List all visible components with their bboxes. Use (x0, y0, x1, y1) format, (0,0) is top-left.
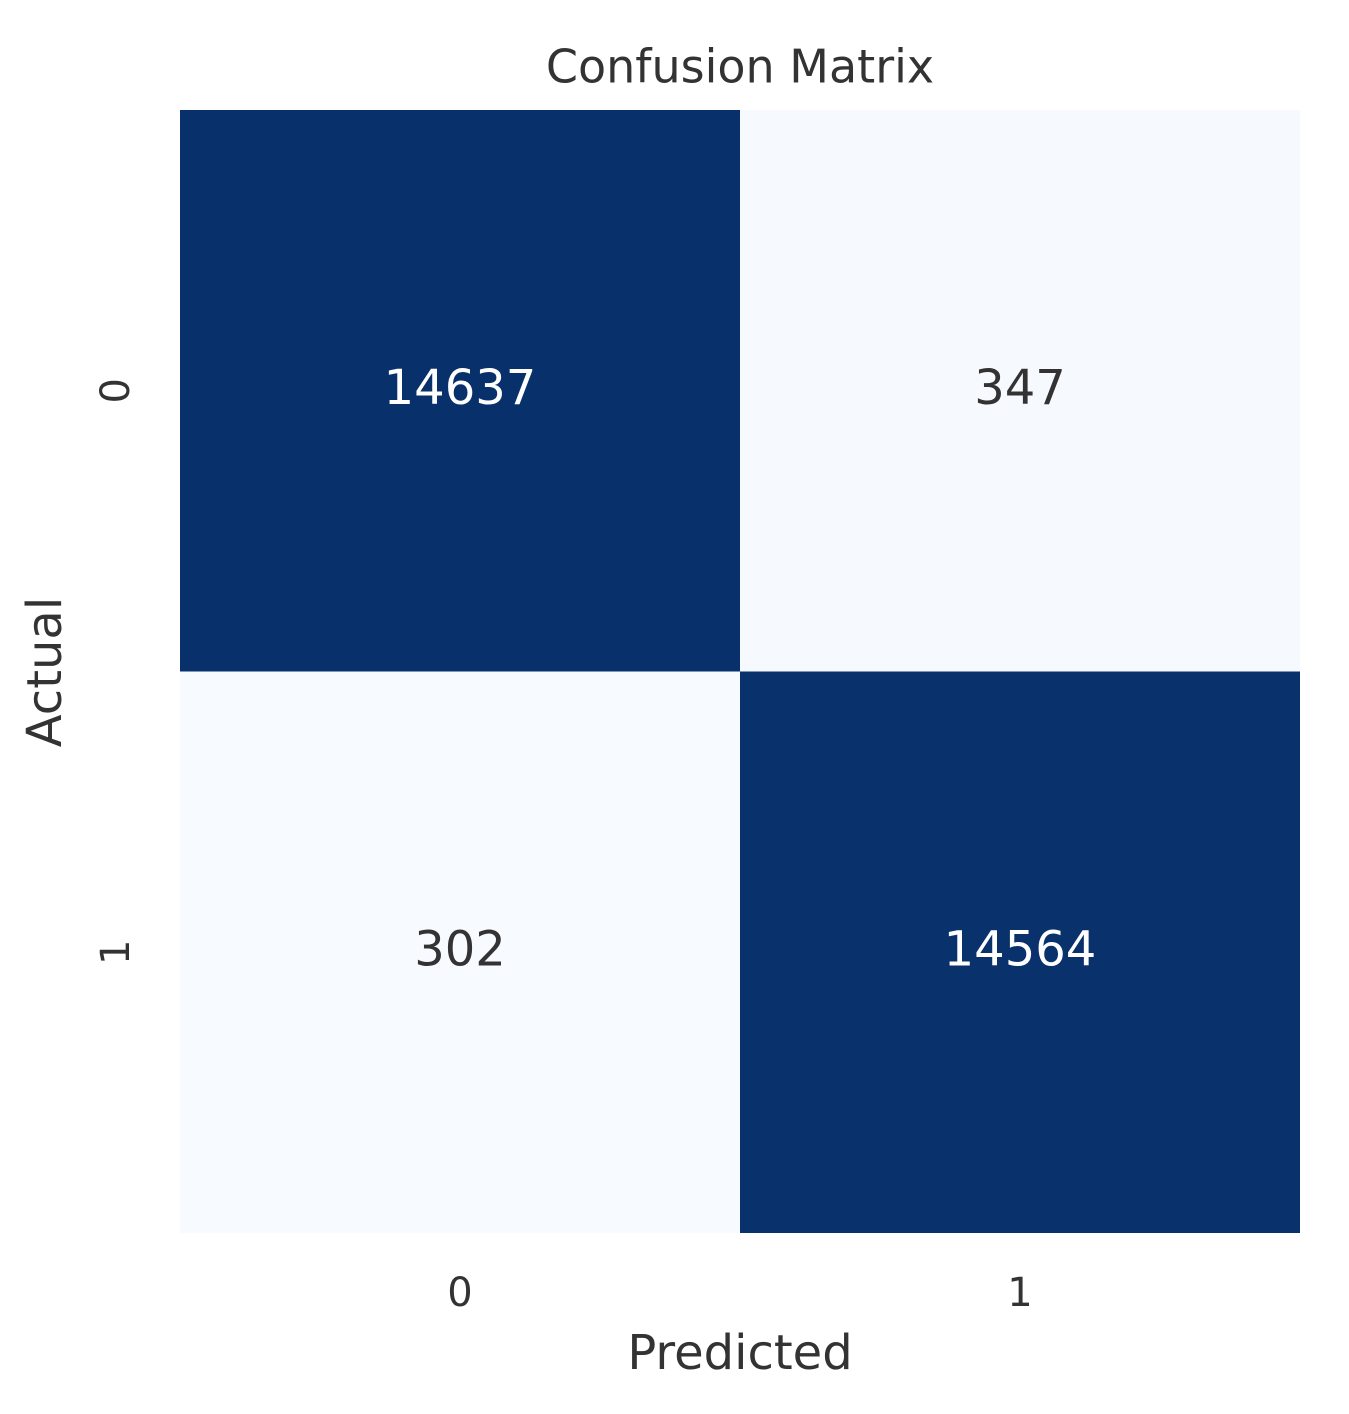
x-tick-label: 0 (447, 1270, 472, 1316)
cell-label: 14637 (384, 360, 537, 416)
heatmap-cell (740, 671, 1300, 1233)
heatmap-cell (180, 671, 740, 1233)
x-tick-label: 1 (1007, 1270, 1032, 1316)
y-tick-label: 1 (93, 940, 139, 965)
chart-title: Confusion Matrix (546, 40, 934, 94)
y-axis-label: Actual (17, 597, 73, 747)
cell-label: 302 (414, 921, 506, 977)
heatmap-cell (740, 110, 1300, 672)
cell-label: 14564 (944, 921, 1097, 977)
y-tick-label: 0 (93, 378, 139, 403)
cell-label: 347 (974, 360, 1066, 416)
x-axis-label: Predicted (627, 1325, 852, 1381)
heatmap-cell (180, 110, 740, 672)
